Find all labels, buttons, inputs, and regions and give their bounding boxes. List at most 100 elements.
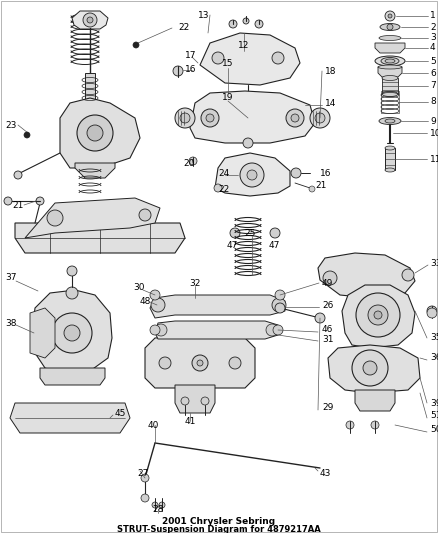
Text: 38: 38: [5, 319, 17, 327]
Circle shape: [175, 108, 195, 128]
Polygon shape: [30, 308, 55, 358]
Text: 21: 21: [315, 181, 326, 190]
Text: 32: 32: [189, 279, 201, 287]
Polygon shape: [145, 335, 255, 388]
Text: 5: 5: [430, 56, 436, 66]
Text: 16: 16: [320, 168, 332, 177]
Text: 27: 27: [137, 469, 148, 478]
Text: 50: 50: [430, 425, 438, 434]
Circle shape: [159, 357, 171, 369]
Circle shape: [201, 397, 209, 405]
Circle shape: [14, 171, 22, 179]
Circle shape: [197, 360, 203, 366]
Text: 28: 28: [152, 505, 164, 514]
Circle shape: [141, 494, 149, 502]
Text: 43: 43: [320, 469, 332, 478]
Ellipse shape: [378, 65, 402, 69]
Polygon shape: [150, 295, 285, 318]
Text: 2: 2: [430, 22, 436, 31]
Circle shape: [427, 308, 437, 318]
Circle shape: [24, 132, 30, 138]
Circle shape: [189, 157, 197, 165]
Circle shape: [230, 228, 240, 238]
Text: 1: 1: [430, 12, 436, 20]
Circle shape: [150, 325, 160, 335]
Ellipse shape: [375, 56, 405, 66]
Circle shape: [315, 313, 325, 323]
Polygon shape: [40, 368, 105, 385]
Circle shape: [266, 324, 278, 336]
Circle shape: [310, 108, 330, 128]
Ellipse shape: [382, 76, 398, 80]
Circle shape: [4, 197, 12, 205]
Polygon shape: [60, 98, 140, 168]
Circle shape: [243, 18, 249, 24]
Text: 36: 36: [430, 353, 438, 362]
Circle shape: [181, 397, 189, 405]
Text: 48: 48: [140, 296, 152, 305]
Circle shape: [286, 109, 304, 127]
Circle shape: [151, 298, 165, 312]
Polygon shape: [15, 223, 185, 253]
Text: 49: 49: [322, 279, 333, 287]
Polygon shape: [200, 33, 300, 85]
Circle shape: [387, 24, 393, 30]
Circle shape: [139, 209, 151, 221]
Circle shape: [356, 293, 400, 337]
Text: 33: 33: [430, 259, 438, 268]
Ellipse shape: [381, 58, 399, 64]
Ellipse shape: [379, 117, 401, 125]
Circle shape: [133, 42, 139, 48]
Circle shape: [385, 11, 395, 21]
Circle shape: [243, 138, 253, 148]
Circle shape: [402, 269, 414, 281]
Polygon shape: [215, 153, 290, 196]
Text: 19: 19: [222, 93, 234, 102]
Polygon shape: [328, 345, 420, 393]
Polygon shape: [155, 321, 278, 339]
Circle shape: [291, 114, 299, 122]
Circle shape: [363, 361, 377, 375]
Circle shape: [371, 421, 379, 429]
Circle shape: [64, 325, 80, 341]
Circle shape: [272, 298, 286, 312]
Text: 2001 Chrysler Sebring: 2001 Chrysler Sebring: [162, 516, 276, 526]
Text: 24: 24: [218, 168, 229, 177]
Circle shape: [255, 20, 263, 28]
Ellipse shape: [382, 92, 398, 96]
Circle shape: [427, 306, 437, 316]
Polygon shape: [378, 67, 402, 77]
Circle shape: [173, 66, 183, 76]
Circle shape: [229, 357, 241, 369]
Circle shape: [212, 52, 224, 64]
Text: 14: 14: [325, 99, 336, 108]
Circle shape: [152, 502, 158, 508]
Text: 31: 31: [322, 335, 333, 344]
Text: 22: 22: [218, 185, 229, 195]
Circle shape: [214, 184, 222, 192]
Circle shape: [272, 52, 284, 64]
Circle shape: [368, 305, 388, 325]
Ellipse shape: [385, 119, 395, 123]
Text: STRUT-Suspension Diagram for 4879217AA: STRUT-Suspension Diagram for 4879217AA: [117, 524, 321, 533]
Circle shape: [388, 14, 392, 18]
Circle shape: [77, 115, 113, 151]
Circle shape: [52, 313, 92, 353]
Circle shape: [273, 325, 283, 335]
Circle shape: [374, 311, 382, 319]
Circle shape: [275, 290, 285, 300]
Circle shape: [47, 210, 63, 226]
Circle shape: [141, 474, 149, 482]
Polygon shape: [175, 385, 215, 413]
Text: 30: 30: [133, 284, 145, 293]
Bar: [381, 91, 399, 113]
Circle shape: [247, 170, 257, 180]
Circle shape: [66, 287, 78, 299]
Text: 41: 41: [185, 416, 196, 425]
Circle shape: [150, 290, 160, 300]
Bar: [382, 78, 398, 94]
Text: 3: 3: [430, 34, 436, 43]
Text: 6: 6: [430, 69, 436, 77]
Polygon shape: [75, 163, 115, 178]
Ellipse shape: [385, 59, 395, 63]
